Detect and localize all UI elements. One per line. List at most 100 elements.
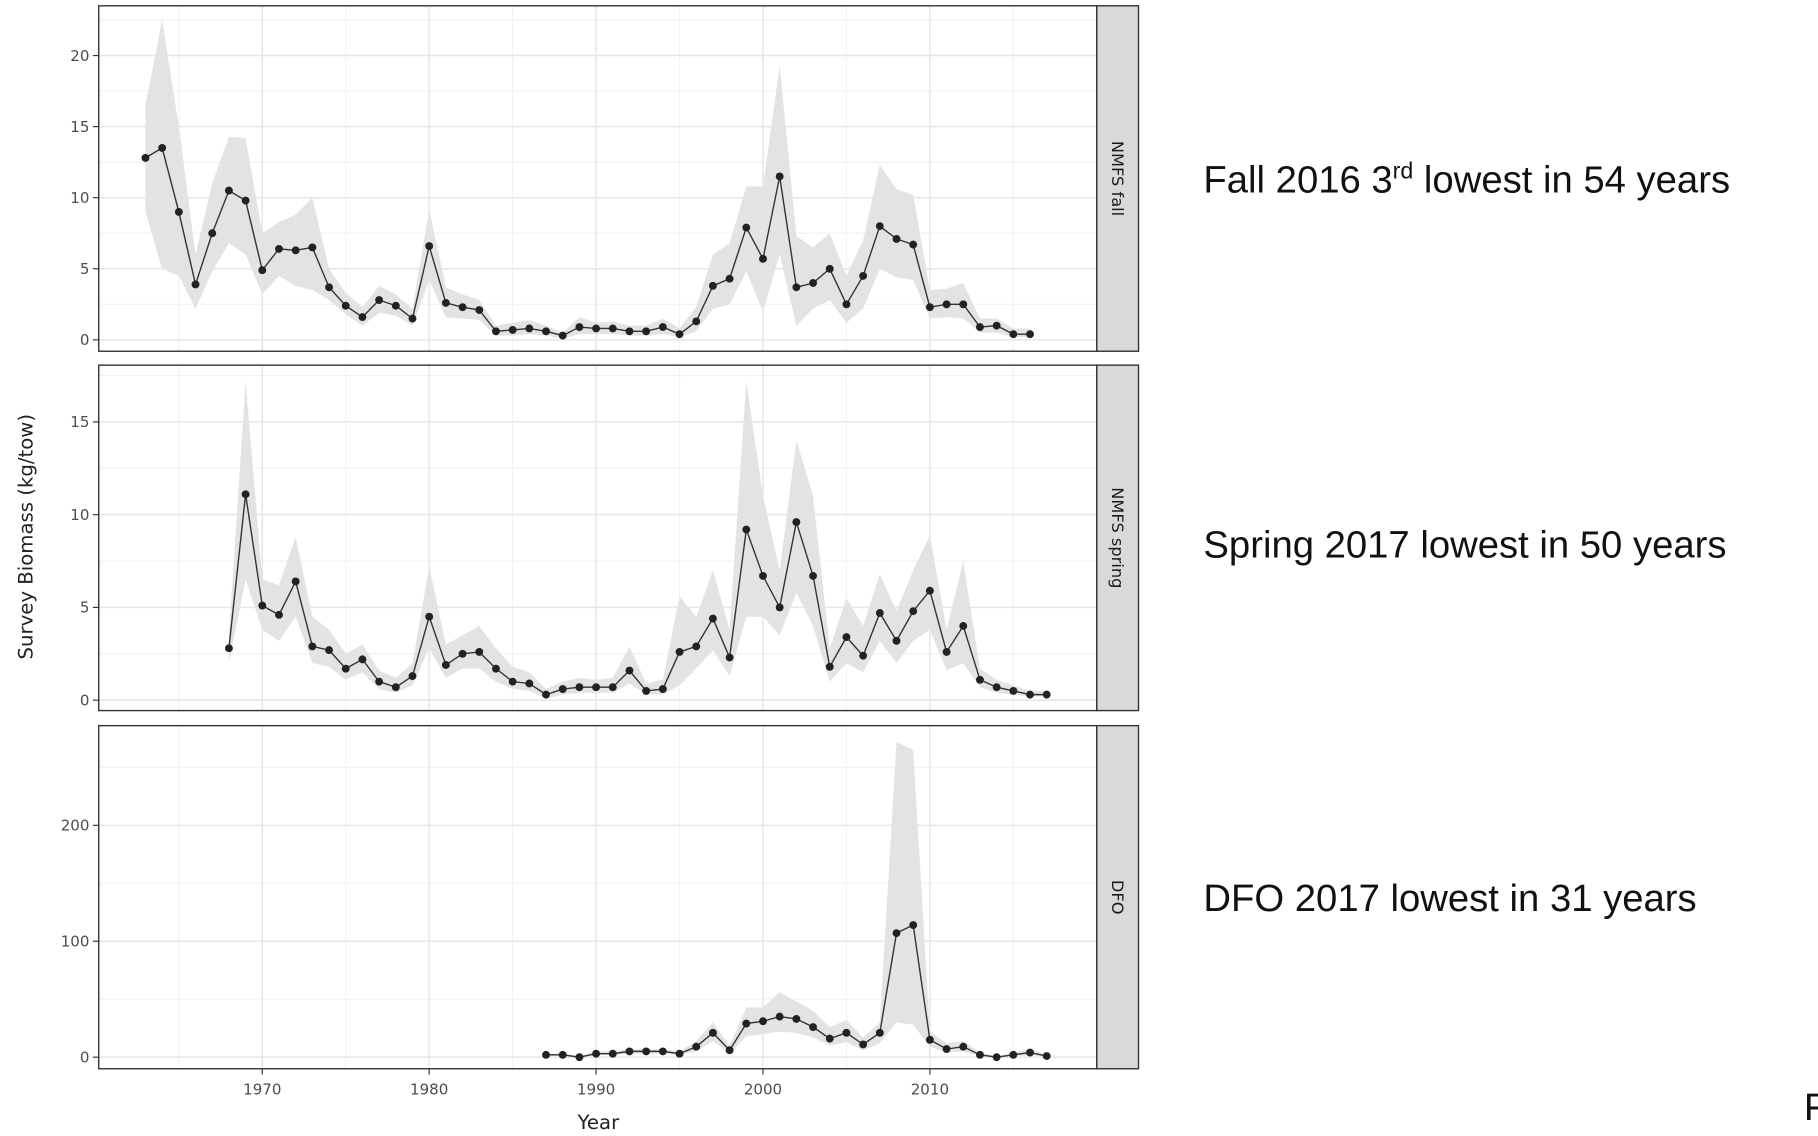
data-point	[1042, 1052, 1051, 1060]
y-tick-label: 0	[80, 691, 90, 709]
data-point	[542, 690, 550, 699]
data-point	[224, 644, 233, 653]
y-tick-label: 20	[70, 47, 89, 65]
data-point	[892, 234, 901, 243]
data-point	[859, 651, 868, 660]
data-point	[959, 300, 968, 309]
data-point	[842, 300, 851, 309]
data-point	[592, 324, 601, 333]
data-point	[291, 246, 300, 255]
y-tick-label: 0	[80, 1048, 90, 1066]
data-point	[942, 300, 951, 309]
data-point	[658, 1047, 667, 1056]
data-point	[625, 1047, 634, 1056]
data-point	[241, 196, 250, 205]
data-point	[308, 642, 317, 651]
annotation-part: lowest in 54 years	[1413, 158, 1730, 201]
data-point	[992, 321, 1001, 330]
data-point	[959, 622, 968, 630]
panel-marks	[141, 20, 1034, 340]
data-point	[909, 921, 918, 929]
data-point	[842, 1028, 851, 1037]
data-point	[825, 662, 834, 671]
data-point	[608, 683, 617, 692]
data-point	[875, 609, 884, 617]
data-point	[174, 207, 183, 216]
data-point	[492, 664, 500, 673]
data-point	[525, 679, 534, 688]
data-point	[275, 244, 283, 253]
data-point	[925, 586, 934, 595]
data-point	[909, 240, 918, 249]
data-point	[658, 323, 667, 332]
x-tick-label: 2000	[744, 1080, 782, 1098]
data-point	[1009, 1050, 1018, 1059]
annotation: DFO 2017 lowest in 31 years	[1203, 877, 1696, 920]
data-point	[575, 323, 584, 332]
data-point	[508, 325, 517, 334]
data-point	[992, 683, 1001, 692]
data-point	[742, 223, 751, 232]
data-point	[191, 280, 200, 289]
data-point	[391, 683, 400, 692]
data-point	[859, 1040, 868, 1049]
y-tick-label: 10	[70, 189, 89, 207]
data-point	[458, 303, 467, 312]
data-point	[892, 929, 901, 938]
y-tick-label: 15	[70, 413, 89, 431]
data-point	[875, 1028, 884, 1037]
annotation-part: rd	[1393, 158, 1414, 184]
data-point	[325, 283, 333, 292]
data-point	[792, 518, 801, 527]
data-point	[976, 675, 984, 684]
data-point	[425, 242, 434, 250]
y-tick-label: 100	[61, 932, 90, 950]
data-point	[1026, 1048, 1034, 1057]
data-point	[358, 655, 367, 664]
panel-marks	[542, 741, 1051, 1062]
annotation-part: Fall 2016 3	[1203, 158, 1392, 201]
x-tick-label: 1980	[410, 1080, 448, 1098]
data-point	[792, 283, 801, 292]
data-point	[942, 648, 951, 656]
data-point	[608, 324, 617, 333]
data-point	[625, 666, 634, 675]
data-point	[358, 313, 367, 322]
data-point	[825, 1034, 834, 1043]
data-point	[375, 296, 384, 304]
data-point	[592, 683, 601, 692]
data-point	[258, 601, 267, 610]
data-point	[642, 686, 651, 695]
data-point	[275, 610, 283, 619]
data-point	[341, 301, 350, 310]
data-point	[208, 229, 217, 238]
x-tick-label: 1990	[577, 1080, 615, 1098]
data-point	[408, 672, 417, 681]
data-point	[458, 649, 467, 658]
annotation-part: Spring 2017 lowest in 50 years	[1203, 524, 1726, 567]
corner-text: F	[1804, 1086, 1818, 1129]
data-point	[425, 612, 434, 621]
data-point	[141, 153, 150, 162]
data-point	[909, 607, 918, 616]
data-point	[608, 1049, 617, 1058]
data-point	[475, 648, 484, 656]
annotation: Fall 2016 3rd lowest in 54 years	[1203, 158, 1730, 202]
y-tick-label: 10	[70, 506, 89, 524]
data-point	[558, 685, 567, 694]
data-point	[592, 1049, 601, 1058]
panel-marks	[224, 381, 1051, 699]
data-point	[1042, 690, 1051, 699]
data-point	[1009, 330, 1018, 339]
data-point	[992, 1053, 1001, 1062]
data-point	[775, 1012, 784, 1021]
data-point	[658, 685, 667, 694]
data-point	[942, 1045, 951, 1054]
data-point	[558, 331, 567, 340]
data-point	[708, 281, 717, 290]
data-point	[692, 642, 701, 651]
strip-label: DFO	[1108, 880, 1127, 915]
y-tick-label: 0	[80, 331, 90, 349]
data-point	[642, 327, 651, 336]
data-point	[976, 1050, 984, 1059]
